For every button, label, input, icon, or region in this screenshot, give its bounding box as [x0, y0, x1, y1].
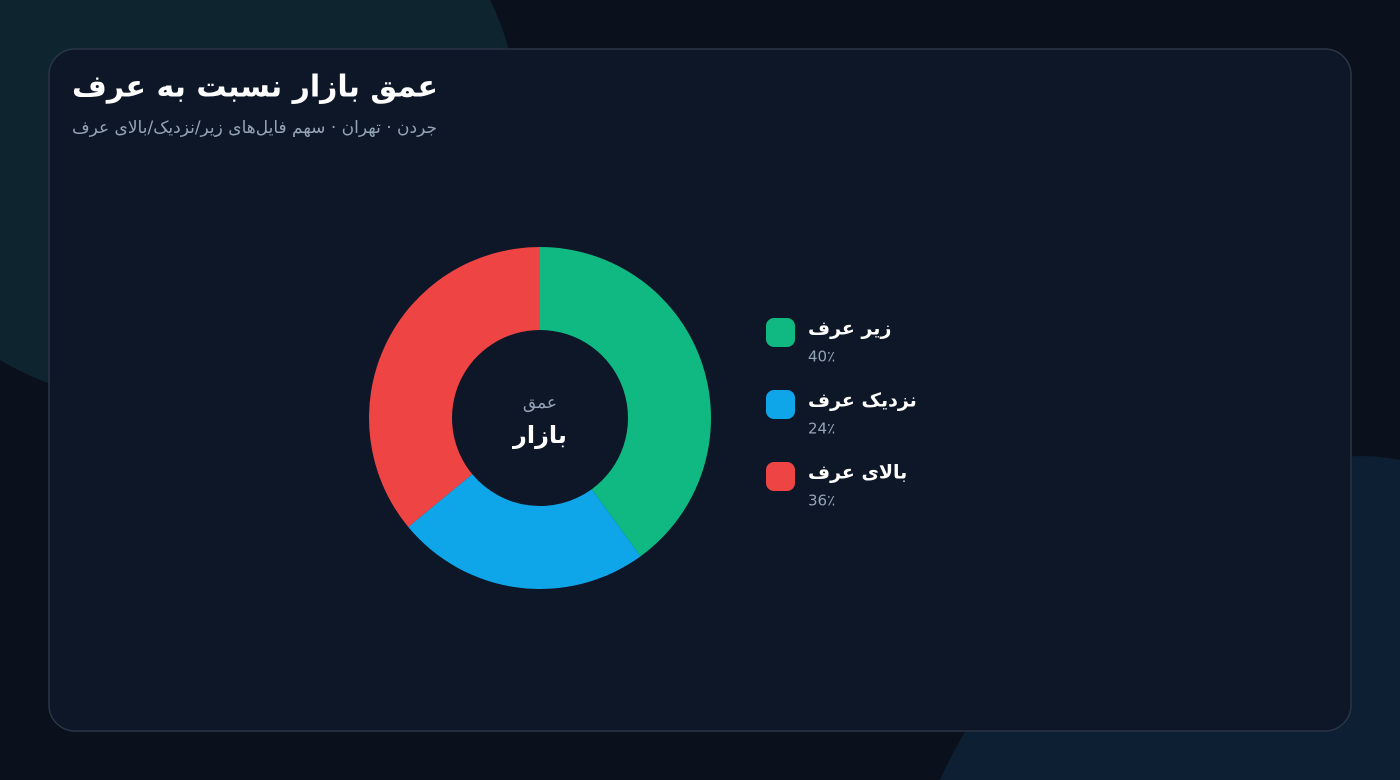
legend-label: نزدیک عرف: [808, 390, 917, 412]
center-label: بازار: [512, 421, 567, 449]
legend-swatch: [766, 318, 795, 347]
legend-value: 24٪: [808, 420, 835, 438]
center-label: عمق: [523, 393, 557, 413]
legend-swatch: [766, 390, 795, 419]
donut-segment: [369, 247, 540, 527]
legend-swatch: [766, 462, 795, 491]
donut: [369, 247, 711, 589]
legend-label: زیر عرف: [808, 318, 891, 340]
legend-value: 40٪: [808, 348, 835, 366]
donut-segment: [408, 474, 641, 589]
legend-value: 36٪: [808, 492, 835, 510]
chart-subtitle: جردن · تهران · سهم فایل‌های زیر/نزدیک/با…: [72, 118, 437, 138]
legend-label: بالای عرف: [808, 462, 907, 484]
chart-title: عمق بازار نسبت به عرف: [72, 70, 438, 105]
donut-segment: [540, 247, 711, 557]
legend: زیر عرف 40٪ نزدیک عرف 24٪ بالای عرف 36٪: [766, 318, 917, 510]
